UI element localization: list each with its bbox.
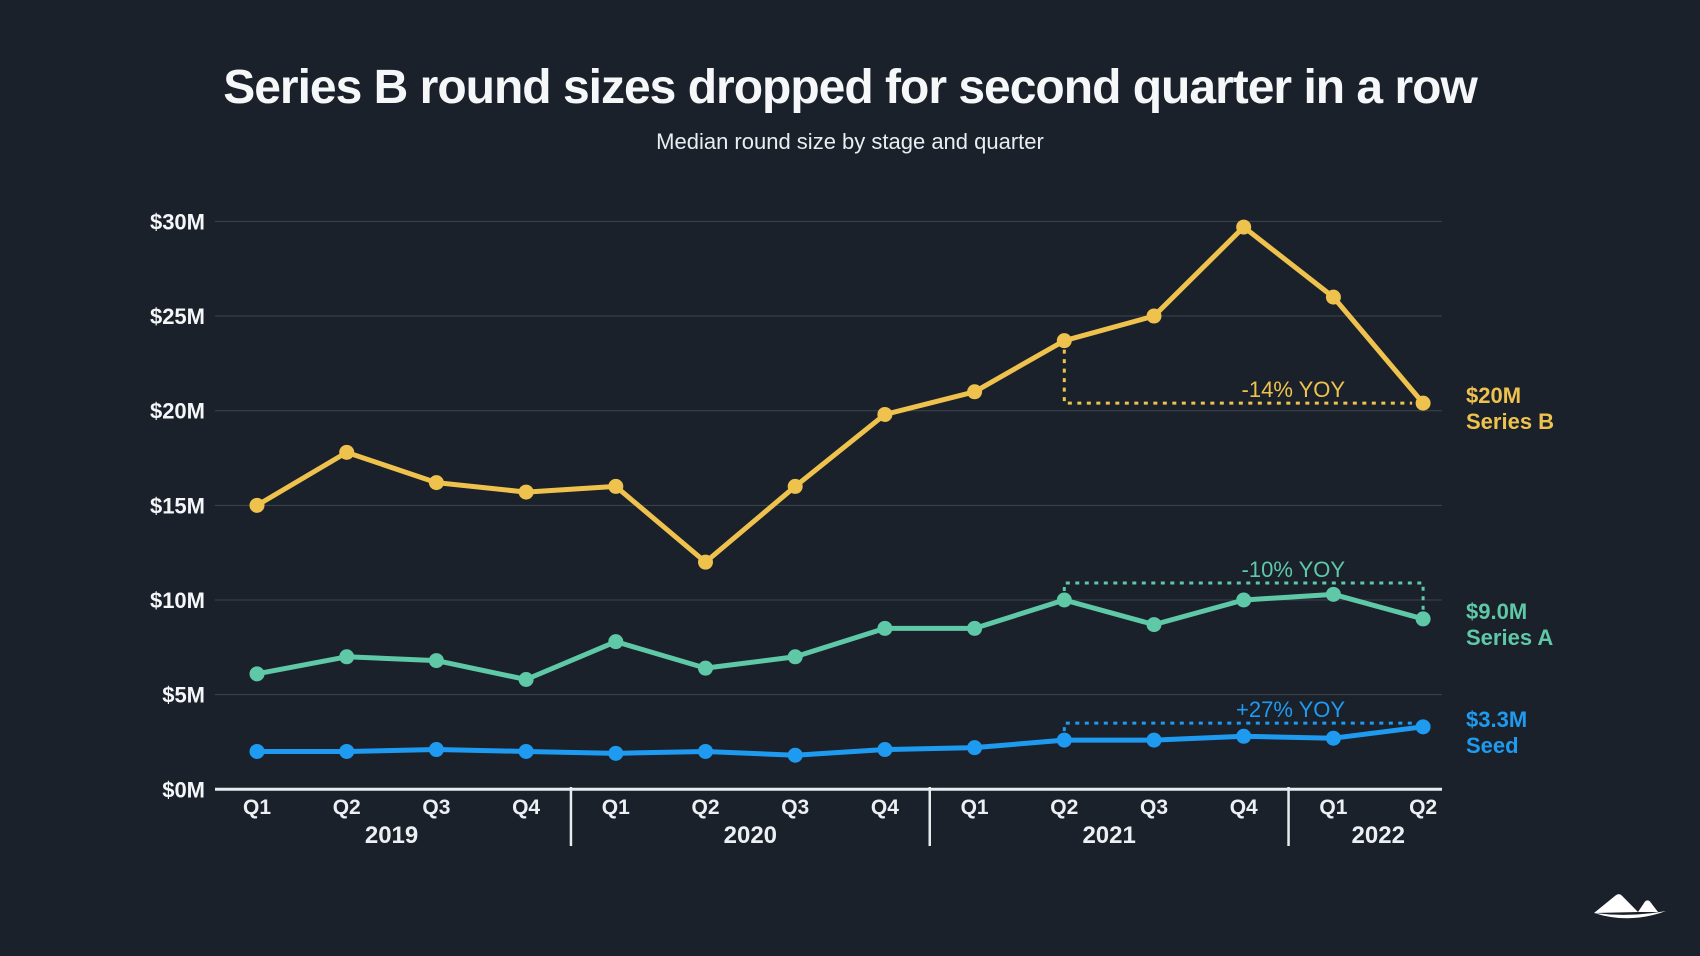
quarter-label: Q2 bbox=[1409, 796, 1437, 819]
data-point bbox=[787, 747, 803, 763]
data-point bbox=[249, 497, 265, 513]
y-tick-label: $0M bbox=[162, 777, 205, 802]
year-label: 2022 bbox=[1352, 822, 1405, 849]
data-point bbox=[249, 743, 265, 759]
annotation-line bbox=[1062, 581, 1425, 610]
data-point bbox=[1146, 732, 1162, 748]
data-point bbox=[339, 444, 355, 460]
data-point bbox=[1325, 586, 1341, 602]
series-end-label: $3.3M Seed bbox=[1466, 707, 1527, 759]
data-point bbox=[608, 634, 624, 650]
end-label-series: Series A bbox=[1466, 624, 1554, 650]
chart-title: Series B round sizes dropped for second … bbox=[223, 61, 1478, 114]
data-point bbox=[249, 666, 265, 682]
quarter-label: Q2 bbox=[333, 796, 361, 819]
end-label-value: $20M bbox=[1466, 383, 1522, 409]
series-end-label: $9.0M Series A bbox=[1466, 599, 1553, 651]
end-label-series: Seed bbox=[1466, 732, 1519, 758]
quarter-label: Q2 bbox=[1050, 796, 1078, 819]
data-point bbox=[787, 649, 803, 665]
data-point bbox=[877, 620, 893, 636]
data-point bbox=[428, 653, 444, 669]
data-point bbox=[967, 620, 983, 636]
year-label: 2021 bbox=[1082, 822, 1135, 849]
data-point bbox=[967, 740, 983, 756]
data-point bbox=[698, 554, 713, 570]
quarter-label: Q4 bbox=[871, 796, 899, 819]
data-point bbox=[1236, 728, 1252, 744]
data-point bbox=[967, 384, 983, 400]
y-tick-label: $15M bbox=[150, 493, 205, 518]
data-point bbox=[1325, 289, 1341, 305]
data-point bbox=[518, 672, 534, 688]
quarter-label: Q3 bbox=[1140, 796, 1168, 819]
series-end-label: $20M Series B bbox=[1466, 383, 1554, 435]
data-point bbox=[518, 484, 534, 500]
y-tick-label: $25M bbox=[150, 304, 205, 329]
data-point bbox=[1236, 219, 1252, 235]
series-line-seed bbox=[254, 724, 1426, 758]
quarter-label: Q4 bbox=[1230, 796, 1258, 819]
quarter-label: Q2 bbox=[691, 796, 719, 819]
data-point bbox=[428, 475, 444, 491]
annotation-label: -10% YOY bbox=[1242, 557, 1346, 582]
y-tick-label: $5M bbox=[162, 683, 205, 708]
quarter-label: Q1 bbox=[1319, 796, 1347, 819]
data-point bbox=[1415, 611, 1431, 627]
year-label: 2020 bbox=[724, 822, 777, 849]
data-point bbox=[877, 742, 893, 758]
data-point bbox=[608, 478, 624, 494]
quarter-label: Q1 bbox=[602, 796, 630, 819]
data-point bbox=[877, 406, 893, 422]
end-label-series: Series B bbox=[1466, 409, 1555, 435]
data-point bbox=[1056, 592, 1072, 608]
data-point bbox=[1146, 308, 1162, 324]
data-point bbox=[1415, 719, 1431, 735]
year-label: 2019 bbox=[365, 822, 418, 849]
data-point bbox=[1056, 333, 1072, 349]
series-line-series-b bbox=[254, 224, 1426, 565]
end-label-value: $9.0M bbox=[1466, 598, 1528, 624]
data-point bbox=[1325, 730, 1341, 746]
data-point bbox=[428, 742, 444, 758]
data-point bbox=[608, 745, 624, 761]
data-point bbox=[1415, 395, 1431, 411]
data-point bbox=[698, 660, 713, 676]
annotation-line bbox=[1062, 721, 1417, 732]
data-point bbox=[787, 478, 803, 494]
data-point bbox=[339, 649, 355, 665]
annotation-line bbox=[1062, 349, 1413, 405]
quarter-label: Q3 bbox=[781, 796, 809, 819]
data-point bbox=[1236, 592, 1252, 608]
annotation-label: +27% YOY bbox=[1236, 697, 1345, 722]
quarter-label: Q4 bbox=[512, 796, 540, 819]
chart-subtitle: Median round size by stage and quarter bbox=[656, 129, 1044, 154]
end-label-value: $3.3M bbox=[1466, 706, 1528, 732]
annotation-label: -14% YOY bbox=[1242, 377, 1346, 402]
quarter-label: Q3 bbox=[422, 796, 450, 819]
quarter-label: Q1 bbox=[961, 796, 989, 819]
dunes-logo-icon bbox=[1594, 894, 1666, 919]
data-point bbox=[339, 743, 355, 759]
y-tick-label: $20M bbox=[150, 399, 205, 424]
quarter-label: Q1 bbox=[243, 796, 271, 819]
series-line-series-a bbox=[254, 591, 1426, 683]
data-point bbox=[518, 743, 534, 759]
data-point bbox=[698, 743, 713, 759]
y-tick-label: $10M bbox=[150, 588, 205, 613]
y-tick-label: $30M bbox=[150, 209, 205, 234]
data-point bbox=[1146, 617, 1162, 633]
data-point bbox=[1056, 732, 1072, 748]
